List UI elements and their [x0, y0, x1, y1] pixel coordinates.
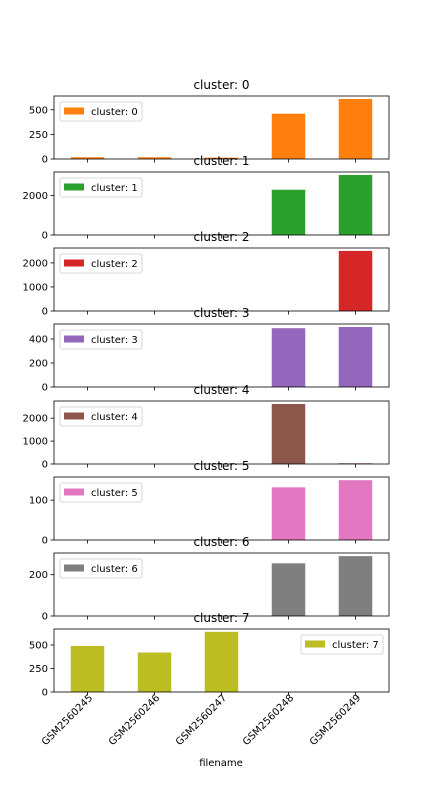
y-tick-label: 200: [29, 359, 48, 370]
y-tick-label: 2000: [23, 414, 48, 425]
bar-GSM2560249: [338, 556, 373, 616]
legend-label: cluster: 4: [91, 412, 138, 423]
bar-GSM2560249: [338, 480, 373, 540]
legend-label: cluster: 7: [332, 640, 379, 651]
subplot-cluster-1: 0 2000 cluster: 1 cluster: 1: [23, 154, 390, 242]
bar-GSM2560248: [271, 403, 306, 464]
bar-GSM2560248: [271, 189, 306, 235]
y-tick-label: 0: [42, 231, 48, 242]
subplot-cluster-2: 0 1000 2000 cluster: 2 cluster: 2: [23, 230, 390, 318]
subplot-cluster-7: 0 250 500 cluster: 7 cluster: 7: [29, 611, 390, 699]
y-tick-label: 0: [42, 307, 48, 318]
y-tick-label: 0: [42, 460, 48, 471]
legend-box: [59, 177, 143, 198]
subplot-cluster-4: 0 1000 2000 cluster: 4 cluster: 4: [23, 383, 390, 471]
bar-GSM2560249: [338, 98, 373, 159]
y-tick-label: 1000: [23, 437, 48, 448]
subplot-title: cluster: 0: [193, 78, 249, 92]
subplot-cluster-0: 0 250 500 cluster: 0 cluster: 0: [29, 78, 390, 166]
subplot-cluster-6: 0 200 cluster: 6 cluster: 6: [29, 535, 390, 623]
legend: cluster: 3: [59, 329, 143, 350]
legend-swatch: [64, 412, 84, 420]
bar-GSM2560249: [338, 250, 373, 311]
legend-box: [59, 406, 143, 427]
legend-label: cluster: 6: [91, 564, 138, 575]
y-tick-label: 200: [29, 570, 48, 581]
y-tick-label: 2000: [23, 258, 48, 269]
legend-label: cluster: 1: [91, 183, 138, 194]
legend-label: cluster: 2: [91, 259, 138, 270]
subplot-title: cluster: 2: [193, 230, 249, 244]
y-tick-label: 0: [42, 688, 48, 699]
legend-box: [59, 482, 143, 503]
legend: cluster: 2: [59, 253, 143, 274]
x-tick-label: GSM2560248: [241, 693, 296, 748]
y-tick-label: 0: [42, 155, 48, 166]
y-tick-label: 500: [29, 640, 48, 651]
x-axis-label: filename: [199, 758, 243, 769]
legend-swatch: [64, 564, 84, 572]
legend-label: cluster: 5: [91, 488, 138, 499]
y-tick-label: 500: [29, 105, 48, 116]
bar-GSM2560248: [271, 113, 306, 159]
y-tick-label: 250: [29, 664, 48, 675]
legend-swatch: [64, 259, 84, 267]
legend: cluster: 5: [59, 482, 143, 503]
legend-swatch: [64, 183, 84, 191]
subplot-title: cluster: 3: [193, 306, 249, 320]
y-tick-label: 0: [42, 383, 48, 394]
subplot-cluster-5: 0 100 cluster: 5 cluster: 5: [29, 459, 390, 547]
legend-swatch: [64, 335, 84, 343]
bar-GSM2560246: [137, 652, 172, 692]
x-tick-label: GSM2560249: [308, 693, 363, 748]
bar-GSM2560247: [204, 631, 239, 692]
bar-GSM2560246: [137, 157, 172, 159]
bar-GSM2560245: [70, 157, 105, 159]
legend-swatch: [64, 488, 84, 496]
y-tick-label: 0: [42, 536, 48, 547]
legend-swatch: [64, 107, 84, 115]
subplot-title: cluster: 4: [193, 383, 249, 397]
y-tick-label: 0: [42, 612, 48, 623]
legend: cluster: 6: [59, 558, 143, 579]
bar-GSM2560247: [204, 157, 239, 159]
subplot-title: cluster: 6: [193, 535, 249, 549]
legend: cluster: 4: [59, 406, 143, 427]
legend-box: [59, 329, 143, 350]
legend-label: cluster: 0: [91, 107, 138, 118]
y-tick-label: 400: [29, 335, 48, 346]
y-tick-label: 250: [29, 130, 48, 141]
y-tick-label: 1000: [23, 282, 48, 293]
subplot-title: cluster: 7: [193, 611, 249, 625]
x-tick-label: GSM2560247: [174, 693, 229, 748]
legend-box: [300, 634, 384, 655]
subplot-title: cluster: 5: [193, 459, 249, 473]
legend: cluster: 7: [300, 634, 384, 655]
bar-GSM2560249: [338, 174, 373, 235]
subplot-cluster-3: 0 200 400 cluster: 3 cluster: 3: [29, 306, 390, 394]
legend-box: [59, 558, 143, 579]
x-tick-label: GSM2560245: [40, 693, 95, 748]
x-tick-label: GSM2560246: [107, 693, 162, 748]
y-tick-label: 100: [29, 496, 48, 507]
legend: cluster: 0: [59, 101, 143, 122]
y-tick-label: 2000: [23, 191, 48, 202]
bar-GSM2560248: [271, 563, 306, 616]
subplot-title: cluster: 1: [193, 154, 249, 168]
bar-GSM2560248: [271, 487, 306, 540]
legend-box: [59, 101, 143, 122]
legend: cluster: 1: [59, 177, 143, 198]
bar-GSM2560245: [70, 645, 105, 692]
bar-GSM2560248: [271, 328, 306, 387]
bar-GSM2560249: [338, 327, 373, 387]
legend-label: cluster: 3: [91, 335, 138, 346]
legend-box: [59, 253, 143, 274]
legend-swatch: [305, 640, 325, 648]
